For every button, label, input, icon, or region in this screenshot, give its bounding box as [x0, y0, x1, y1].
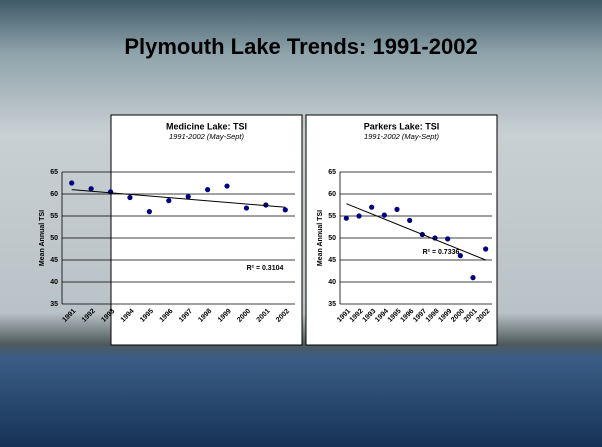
- y-tick-label: 55: [328, 213, 336, 220]
- trendline: [346, 203, 486, 261]
- data-point: [470, 275, 476, 281]
- data-point: [356, 213, 362, 219]
- y-tick-label: 40: [50, 279, 58, 286]
- data-point: [483, 246, 489, 252]
- chart-subtitle: 1991-2002 (May-Sept): [169, 132, 245, 141]
- data-point: [88, 186, 94, 192]
- data-point: [224, 183, 230, 189]
- data-point: [407, 217, 413, 223]
- y-tick-label: 65: [50, 169, 58, 176]
- data-point: [107, 189, 114, 195]
- slide-title: Plymouth Lake Trends: 1991-2002: [124, 34, 477, 59]
- y-tick-label: 60: [328, 191, 336, 198]
- y-tick-label: 60: [50, 191, 58, 198]
- data-point: [394, 206, 400, 212]
- y-tick-label: 35: [50, 301, 58, 308]
- y-tick-label: 40: [328, 279, 336, 286]
- y-axis-label: Mean Annual TSI: [317, 210, 324, 266]
- annotation: R² = 0.7336: [423, 249, 460, 256]
- data-point: [127, 194, 133, 201]
- y-tick-label: 50: [328, 235, 336, 242]
- chart-subtitle: 1991-2002 (May-Sept): [364, 132, 440, 141]
- y-tick-label: 35: [328, 301, 336, 308]
- data-point: [205, 187, 211, 193]
- annotation: R² = 0.3104: [247, 265, 284, 272]
- data-point: [146, 209, 152, 215]
- data-point: [457, 253, 463, 259]
- chart-box: [110, 114, 303, 346]
- chart-title: Medicine Lake: TSI: [166, 121, 247, 131]
- data-point: [282, 207, 288, 213]
- y-tick-label: 45: [50, 257, 58, 264]
- data-point: [166, 198, 172, 204]
- data-point: [381, 212, 387, 218]
- y-tick-label: 50: [50, 235, 58, 242]
- chart-box: [305, 114, 498, 346]
- data-point: [243, 205, 250, 211]
- chart-title: Parkers Lake: TSI: [364, 121, 440, 131]
- y-tick-label: 55: [50, 213, 58, 220]
- data-point: [263, 202, 269, 208]
- data-point: [343, 215, 349, 221]
- y-tick-label: 45: [328, 257, 336, 264]
- data-point: [69, 180, 75, 186]
- data-point: [369, 204, 375, 210]
- y-tick-label: 65: [328, 169, 336, 176]
- data-point: [185, 194, 191, 200]
- trendline: [71, 189, 286, 208]
- data-point: [445, 236, 451, 242]
- y-axis-label: Mean Annual TSI: [39, 210, 46, 266]
